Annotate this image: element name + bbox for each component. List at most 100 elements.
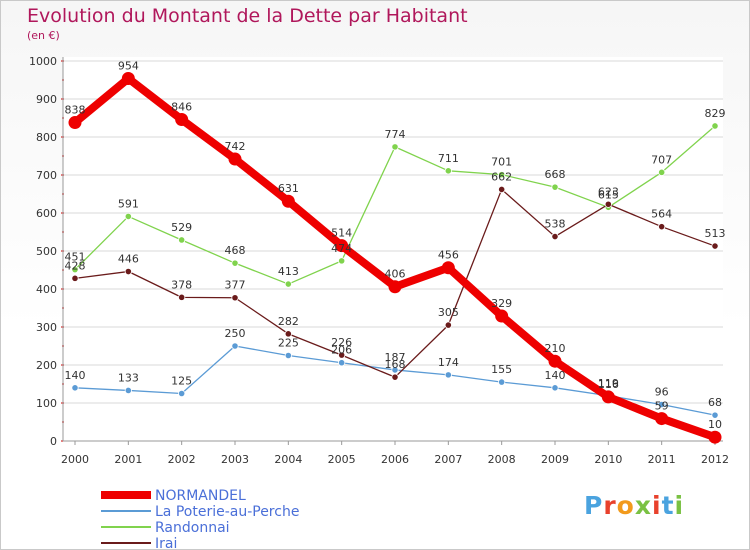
data-point [444, 321, 452, 329]
data-point [178, 293, 186, 301]
x-tick-label: 2009 [541, 453, 569, 466]
data-point [335, 239, 349, 253]
data-point [71, 266, 79, 274]
x-tick-label: 2007 [434, 453, 462, 466]
y-tick-label: 700 [36, 169, 57, 182]
data-point [655, 412, 669, 426]
data-label: 838 [65, 104, 86, 117]
data-point [711, 411, 719, 419]
x-tick-label: 2011 [648, 453, 676, 466]
data-label: 377 [225, 279, 246, 292]
data-point [231, 342, 239, 350]
data-label: 623 [598, 185, 619, 198]
data-point [228, 152, 242, 166]
data-label: 513 [705, 227, 726, 240]
data-label: 174 [438, 356, 459, 369]
data-point [281, 194, 295, 208]
data-label: 140 [65, 369, 86, 382]
data-point [71, 384, 79, 392]
data-label: 282 [278, 315, 299, 328]
y-tick-label: 1000 [29, 55, 57, 68]
data-point [711, 122, 719, 130]
data-label: 168 [385, 358, 406, 371]
y-tick-label: 0 [50, 435, 57, 448]
y-tick-label: 600 [36, 207, 57, 220]
data-label: 529 [171, 221, 192, 234]
data-label: 59 [655, 400, 669, 413]
data-point [498, 378, 506, 386]
data-label: 155 [491, 363, 512, 376]
data-label: 225 [278, 337, 299, 350]
data-point [124, 212, 132, 221]
logo-letter: P [584, 491, 604, 520]
data-point [121, 71, 135, 85]
logo-letter: x [634, 491, 652, 520]
chart-title: Evolution du Montant de la Dette par Hab… [27, 5, 468, 27]
logo-letter: i [652, 491, 662, 520]
data-point [71, 274, 79, 282]
data-label: 305 [438, 306, 459, 319]
legend-label: Randonnai [155, 520, 230, 536]
x-tick-label: 2002 [168, 453, 196, 466]
data-point [178, 389, 186, 398]
y-tick-label: 900 [36, 93, 57, 106]
data-label: 474 [331, 242, 352, 255]
legend-label: La Poterie-au-Perche [155, 504, 299, 520]
data-label: 428 [65, 259, 86, 272]
data-point [604, 200, 612, 208]
data-label: 591 [118, 197, 139, 210]
data-point [284, 330, 292, 338]
data-label: 451 [65, 251, 86, 264]
data-label: 250 [225, 327, 246, 340]
x-tick-label: 2012 [701, 453, 729, 466]
data-point [658, 400, 666, 409]
data-label: 68 [708, 396, 722, 409]
y-tick-label: 500 [36, 245, 57, 258]
y-tick-label: 200 [36, 359, 57, 372]
y-tick-label: 100 [36, 397, 57, 410]
y-tick-label: 300 [36, 321, 57, 334]
data-label: 615 [598, 188, 619, 201]
data-label: 774 [385, 128, 406, 141]
x-tick-label: 2000 [61, 453, 89, 466]
data-point [444, 371, 452, 379]
data-point [551, 183, 559, 191]
data-point [338, 359, 346, 367]
data-point [495, 309, 509, 323]
data-point [551, 232, 559, 241]
chart-subtitle: (en €) [27, 29, 60, 42]
data-point [338, 257, 346, 265]
data-point [441, 261, 455, 275]
data-point [124, 267, 132, 276]
data-label: 210 [545, 342, 566, 355]
legend-label: NORMANDEL [155, 488, 246, 504]
data-point [231, 294, 239, 302]
data-label: 701 [491, 156, 512, 169]
y-tick-label: 400 [36, 283, 57, 296]
data-point [338, 351, 346, 359]
logo-letter: t [661, 491, 675, 520]
data-label: 10 [708, 418, 722, 431]
data-label: 187 [385, 351, 406, 364]
data-label: 133 [118, 371, 139, 384]
x-tick-label: 2005 [328, 453, 356, 466]
data-point [444, 167, 452, 175]
data-label: 125 [171, 375, 192, 388]
data-point [178, 236, 186, 244]
data-point [388, 280, 402, 294]
logo-letter: o [616, 491, 635, 520]
data-point [284, 351, 292, 360]
x-tick-label: 2003 [221, 453, 249, 466]
data-point [498, 171, 506, 179]
data-label: 406 [385, 268, 406, 281]
data-label: 456 [438, 249, 459, 262]
data-label: 514 [331, 227, 352, 240]
data-label: 226 [331, 336, 352, 349]
x-tick-label: 2010 [594, 453, 622, 466]
data-label: 829 [705, 107, 726, 120]
data-point [551, 384, 559, 392]
data-label: 119 [598, 377, 619, 390]
x-tick-label: 2008 [488, 453, 516, 466]
data-point [391, 366, 399, 374]
data-point [711, 242, 719, 250]
